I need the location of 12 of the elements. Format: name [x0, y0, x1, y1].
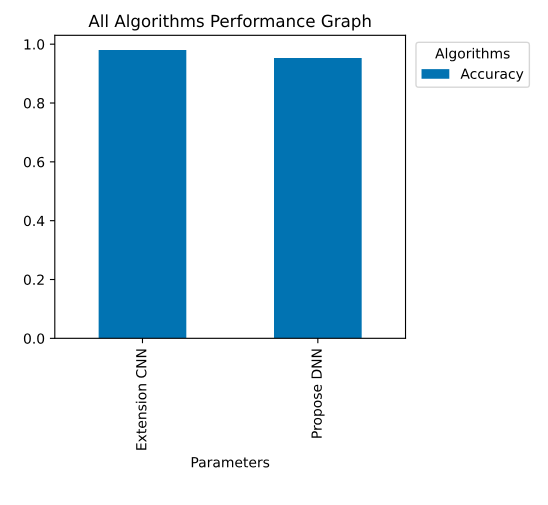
y-tick-label: 0.0	[24, 333, 44, 344]
legend-title: Algorithms	[435, 48, 510, 62]
y-tick-label: 0.6	[24, 156, 44, 168]
x-tick-label: Propose DNN	[312, 349, 325, 438]
chart-title: All Algorithms Performance Graph	[88, 14, 371, 30]
x-tick-label: Extension CNN	[136, 349, 147, 450]
y-tick-label: 1.0	[24, 39, 44, 50]
y-tick-label: 0.4	[24, 216, 44, 226]
legend-label: Accuracy	[460, 68, 524, 82]
y-tick-label: 0.8	[24, 98, 44, 108]
y-tick-label: 0.2	[24, 274, 44, 285]
x-axis-title: Parameters	[192, 457, 270, 468]
